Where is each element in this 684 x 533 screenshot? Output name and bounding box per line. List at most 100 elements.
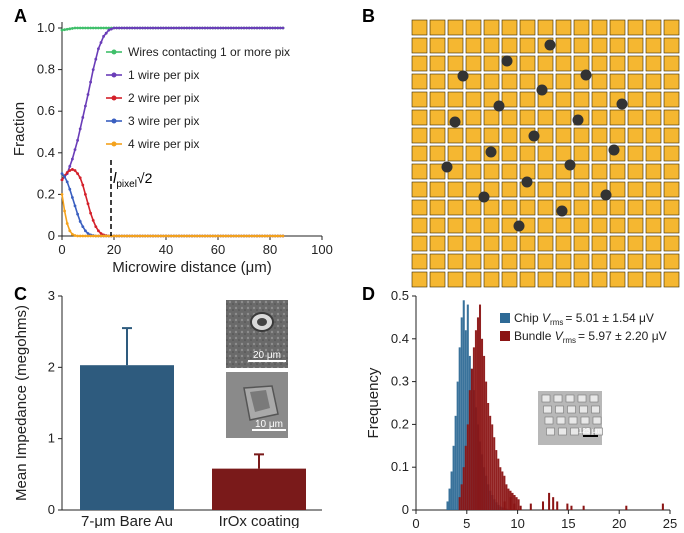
panel-c-y-tick-label: 1 [48, 431, 55, 446]
pixel-square [555, 181, 572, 198]
hist-bar-bundle [519, 505, 522, 510]
data-point [169, 26, 173, 30]
pixel-square [627, 55, 644, 72]
data-point [232, 234, 236, 238]
pixel-square [501, 199, 518, 216]
data-point [193, 234, 197, 238]
hist-bar-bundle [485, 381, 488, 510]
data-point [99, 234, 103, 238]
pixel-square [645, 91, 662, 108]
data-point [234, 26, 238, 30]
data-point [250, 234, 254, 238]
pixel-square [501, 271, 518, 288]
pixel-square [591, 73, 608, 90]
legend-chip-label: Chip Vrms = 5.01 ± 1.54 μV [514, 311, 654, 327]
pixel-square [591, 91, 608, 108]
microwire-dot [441, 161, 453, 173]
data-point [159, 26, 163, 30]
data-point [63, 28, 66, 32]
data-point [247, 26, 251, 30]
data-point [97, 234, 100, 238]
data-point [279, 26, 282, 30]
panel-d-y-tick-label: 0.5 [391, 288, 409, 303]
pixel-square [591, 199, 608, 216]
hist-bar-bundle [552, 497, 555, 510]
data-point [180, 26, 184, 30]
pixel-square [573, 235, 590, 252]
hist-bar-bundle [458, 497, 461, 510]
data-point [78, 234, 82, 238]
pixel-square [411, 109, 428, 126]
panel-a-x-tick-label: 20 [107, 242, 121, 257]
pixel-square [411, 163, 428, 180]
panel-c-y-tick-label: 3 [48, 288, 55, 303]
data-point [232, 26, 236, 30]
data-point [60, 193, 64, 196]
electrode-pad [577, 394, 587, 403]
pixel-square [627, 271, 644, 288]
pixel-square [447, 37, 464, 54]
data-point [198, 234, 202, 238]
panel-a-x-tick-label: 80 [263, 242, 277, 257]
pixel-square [555, 37, 572, 54]
pixel-square [465, 271, 482, 288]
data-point [281, 26, 285, 30]
data-point [143, 26, 147, 30]
data-point [224, 234, 228, 238]
pixel-square [447, 145, 464, 162]
hist-bar-chip [464, 330, 467, 510]
pixel-square [501, 19, 518, 36]
legend-label-4: 4 wire per pix [128, 137, 199, 151]
panel-c-y-axis-label: Mean Impedance (megohms) [13, 305, 30, 501]
panel-d-x-tick-label: 20 [612, 516, 626, 528]
data-point [71, 232, 74, 236]
data-point [237, 26, 241, 30]
hist-bar-bundle [517, 499, 520, 510]
hist-bar-bundle [460, 484, 463, 510]
pixel-square [429, 253, 446, 270]
hist-bar-bundle [515, 497, 518, 510]
data-point [115, 234, 118, 238]
data-point [71, 168, 74, 171]
pixel-square [645, 199, 662, 216]
pixel-square [447, 235, 464, 252]
data-point [94, 225, 98, 229]
data-point [84, 229, 87, 233]
data-point [146, 26, 150, 30]
data-point [224, 26, 228, 30]
pixel-square [591, 145, 608, 162]
electrode-pad [568, 416, 578, 425]
hist-bar-bundle [470, 368, 473, 510]
pixel-square [663, 37, 680, 54]
panel-a-y-tick-label: 0.8 [37, 62, 55, 77]
hist-bar-bundle [476, 317, 479, 510]
pixel-square [411, 271, 428, 288]
data-point [268, 26, 272, 30]
pixel-square [591, 163, 608, 180]
electrode-pad [580, 416, 590, 425]
pixel-square [645, 181, 662, 198]
microwire-dot [493, 100, 505, 112]
pixel-square [483, 271, 500, 288]
pixel-square [555, 217, 572, 234]
data-point [162, 26, 165, 30]
hist-bar-chip [460, 317, 463, 510]
electrode-pad [556, 416, 566, 425]
hist-bar-chip [452, 445, 455, 510]
panel-c-y-tick-label: 2 [48, 359, 55, 374]
pixel-square [609, 271, 626, 288]
pixel-square [573, 19, 590, 36]
microwire-dot [485, 146, 497, 158]
panel-a-x-tick-label: 60 [211, 242, 225, 257]
microwire-dot [528, 130, 540, 142]
pixel-square [645, 19, 662, 36]
pixel-square [573, 217, 590, 234]
hist-bar-bundle [582, 505, 585, 510]
pixel-square [411, 73, 428, 90]
data-point [146, 234, 150, 238]
data-point [151, 234, 155, 238]
hist-bar-bundle [505, 484, 508, 510]
pixel-square [627, 217, 644, 234]
pixel-square [663, 55, 680, 72]
pixel-square [537, 163, 554, 180]
